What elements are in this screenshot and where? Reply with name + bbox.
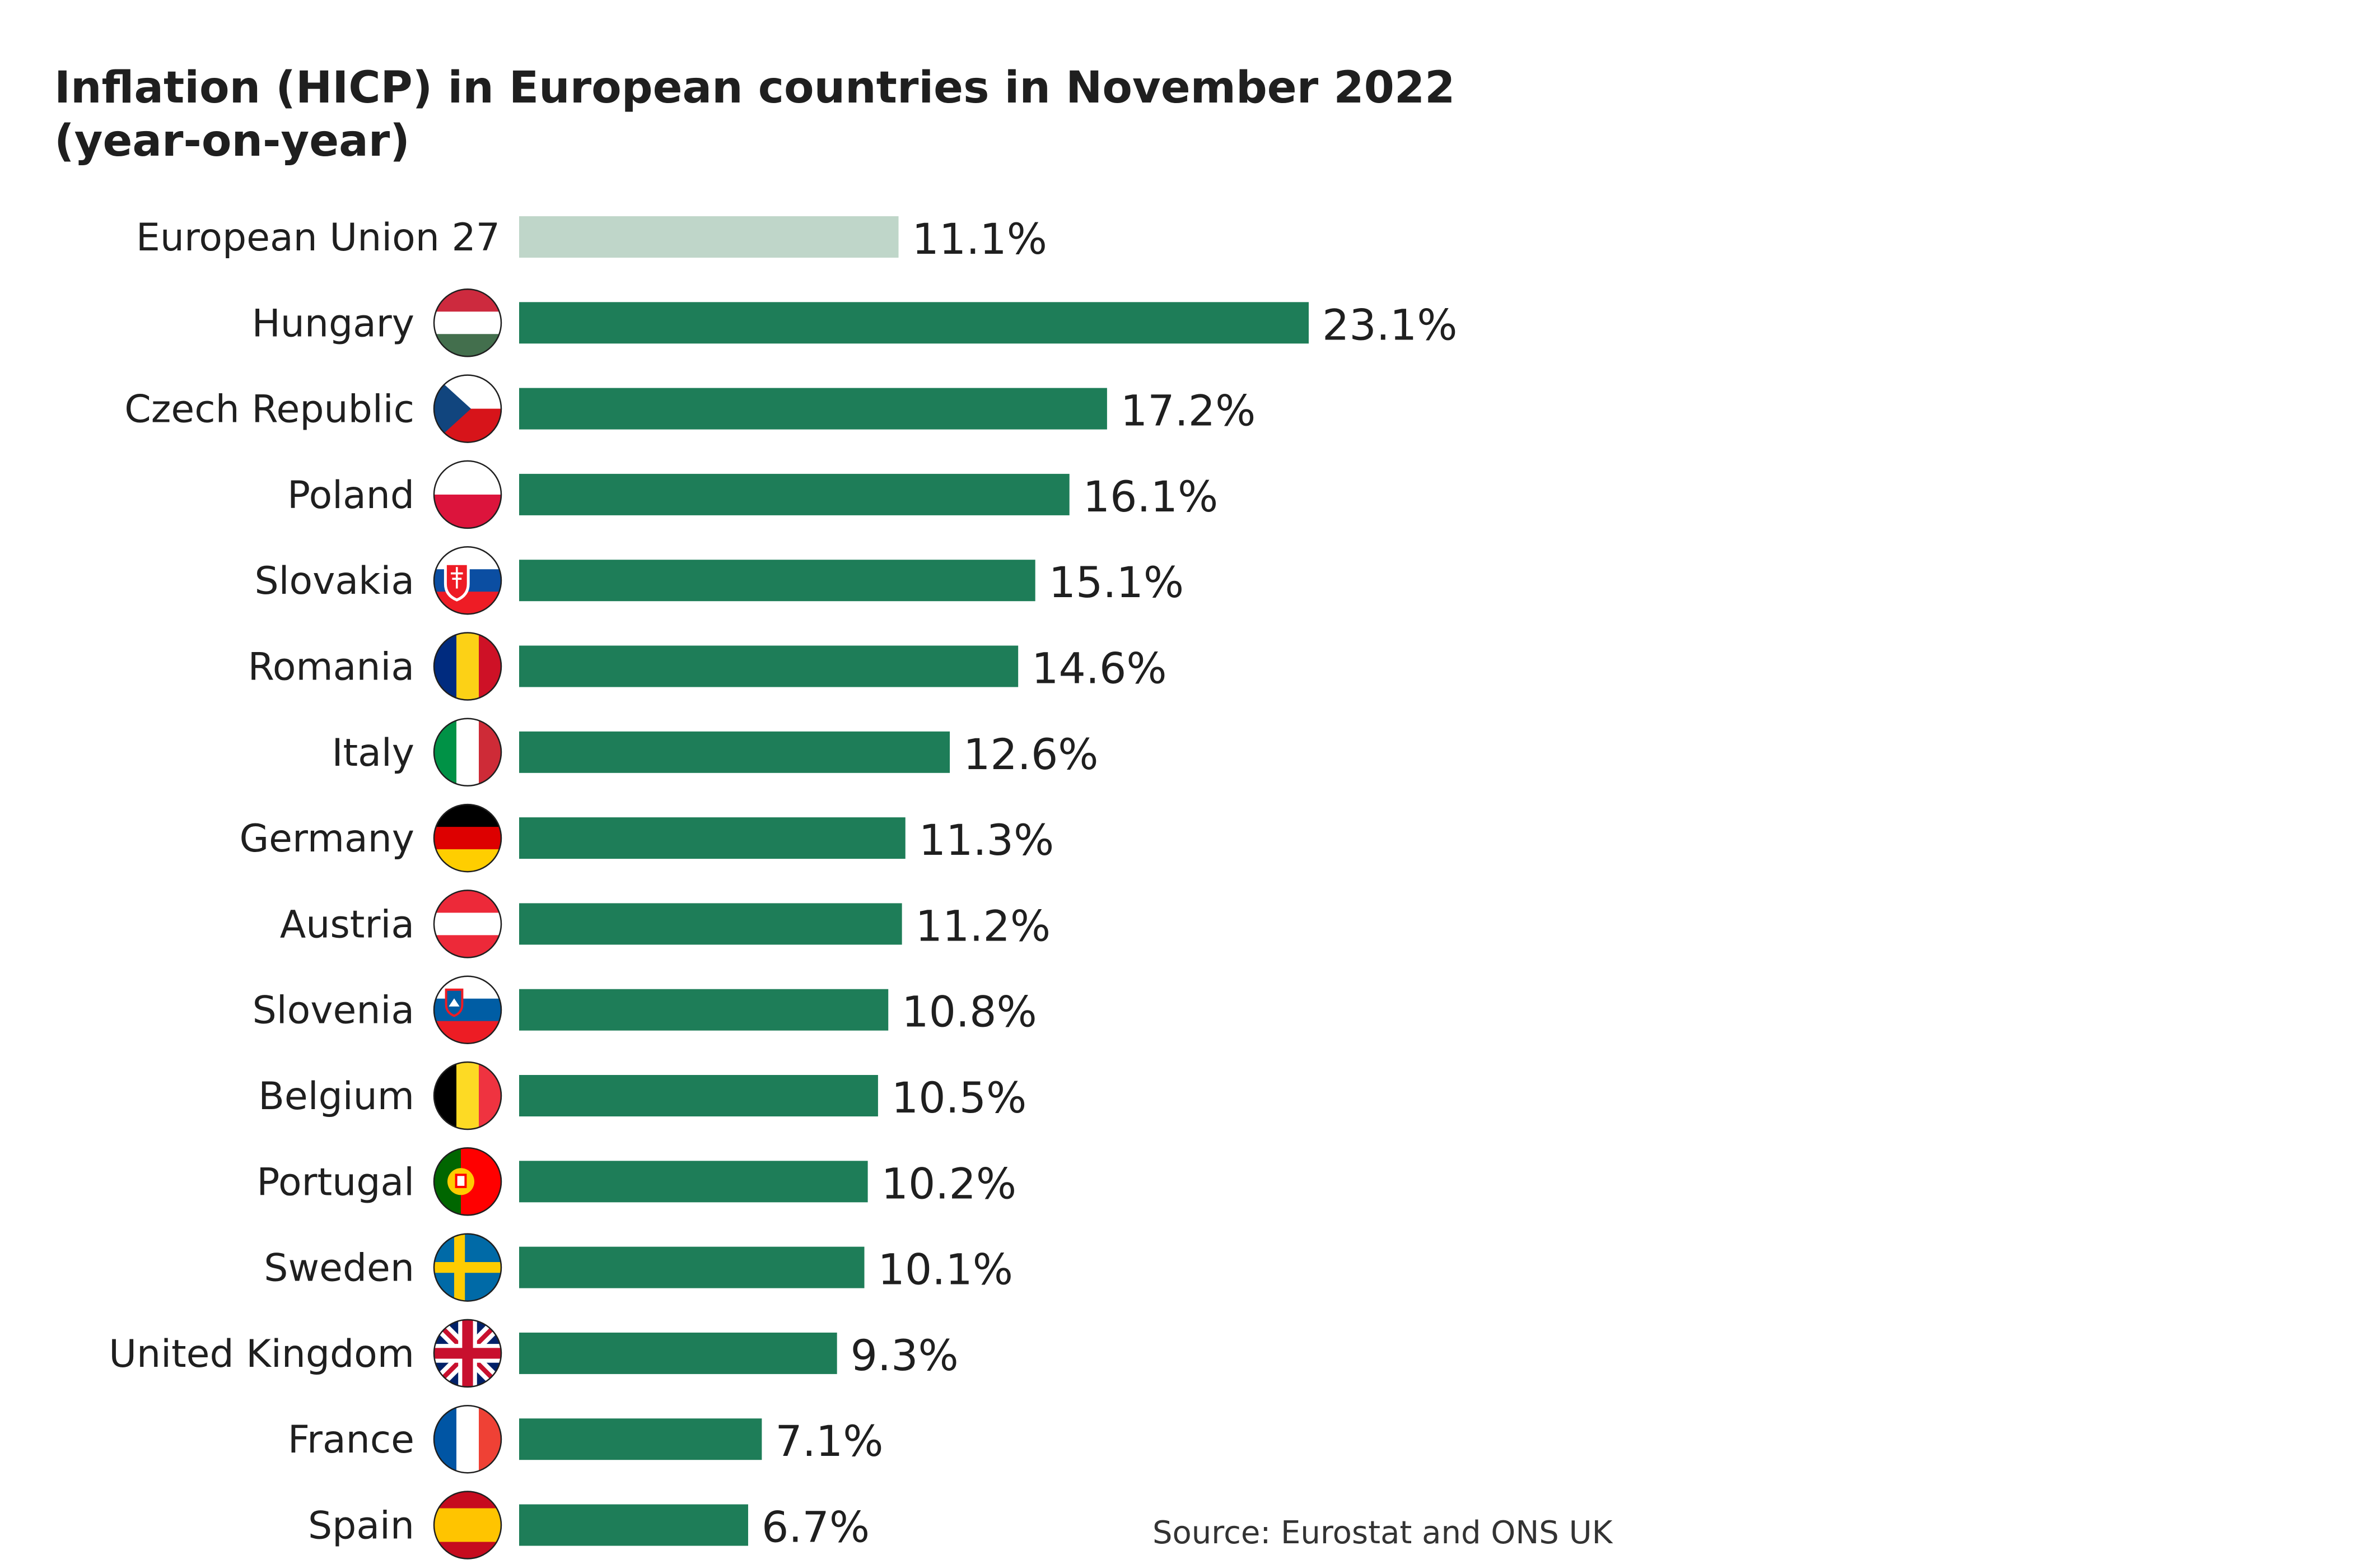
- category-label: Poland: [287, 473, 414, 518]
- category-label: Austria: [280, 902, 414, 947]
- bar-row-hungary: Hungary 23.1%: [252, 288, 1457, 357]
- value-label: 10.2%: [881, 1158, 1016, 1208]
- belgium-flag-icon: [433, 1061, 502, 1130]
- bar: [519, 1332, 837, 1374]
- hungary-flag-icon: [433, 288, 502, 357]
- bar: [519, 216, 899, 258]
- value-label: 23.1%: [1322, 300, 1457, 350]
- category-label: Slovenia: [253, 989, 414, 1033]
- bar: [519, 645, 1019, 687]
- category-label: France: [288, 1418, 414, 1462]
- category-label: Portugal: [256, 1160, 414, 1204]
- value-label: 6.7%: [762, 1502, 870, 1552]
- bar-row-united-kingdom: United Kingdom 9.3%: [109, 1319, 959, 1388]
- value-label: 9.3%: [851, 1330, 959, 1380]
- category-label: Sweden: [264, 1246, 414, 1291]
- bar-row-romania: Romania 14.6%: [248, 632, 1167, 701]
- bar: [519, 817, 906, 859]
- bar: [519, 560, 1035, 602]
- bar-row-european-union-27: European Union 27 11.1%: [136, 214, 1047, 264]
- sweden-flag-icon: [433, 1233, 502, 1302]
- bar: [519, 1075, 878, 1116]
- bar: [519, 1504, 748, 1546]
- bar-row-germany: Germany 11.3%: [239, 803, 1054, 873]
- bar-row-belgium: Belgium 10.5%: [258, 1061, 1026, 1130]
- bar: [519, 1161, 868, 1203]
- czech-republic-flag-icon: [433, 374, 502, 443]
- chart-subtitle: (year-on-year): [54, 116, 410, 166]
- bar-row-portugal: Portugal 10.2%: [256, 1147, 1016, 1216]
- value-label: 16.1%: [1083, 472, 1218, 522]
- france-flag-icon: [433, 1404, 502, 1474]
- value-label: 12.6%: [963, 729, 1098, 779]
- bar-row-slovenia: Slovenia 10.8%: [253, 975, 1037, 1044]
- romania-flag-icon: [433, 632, 502, 701]
- bar: [519, 473, 1070, 515]
- category-label: Belgium: [258, 1074, 414, 1119]
- bar: [519, 1246, 865, 1288]
- bar-row-italy: Italy 12.6%: [332, 718, 1099, 787]
- value-label: 17.2%: [1121, 386, 1256, 436]
- value-label: 11.3%: [919, 815, 1054, 865]
- category-label: European Union 27: [136, 216, 500, 260]
- bar-row-france: France 7.1%: [288, 1404, 883, 1474]
- value-label: 10.5%: [892, 1073, 1026, 1123]
- slovakia-flag-icon: [433, 546, 502, 615]
- bar-row-spain: Spain 6.7%: [308, 1491, 870, 1560]
- chart-rows: European Union 27 11.1% Hungary 23.1% Czech …: [109, 214, 1457, 1560]
- value-label: 11.1%: [912, 214, 1047, 264]
- category-label: Hungary: [252, 301, 414, 346]
- bar-row-poland: Poland 16.1%: [287, 460, 1218, 529]
- category-label: Romania: [248, 645, 414, 690]
- slovenia-flag-icon: [433, 975, 502, 1044]
- spain-flag-icon: [433, 1491, 502, 1560]
- value-label: 11.2%: [916, 901, 1051, 951]
- category-label: Italy: [332, 731, 414, 775]
- category-label: Spain: [308, 1504, 414, 1548]
- austria-flag-icon: [433, 890, 502, 958]
- bar: [519, 388, 1107, 430]
- portugal-flag-icon: [433, 1147, 502, 1216]
- bar: [519, 302, 1309, 344]
- bar: [519, 1418, 762, 1460]
- italy-flag-icon: [433, 718, 502, 787]
- category-label: United Kingdom: [109, 1332, 414, 1376]
- category-label: Czech Republic: [124, 388, 414, 432]
- source-note: Source: Eurostat and ONS UK: [1152, 1515, 1613, 1551]
- chart-title: Inflation (HICP) in European countries i…: [54, 63, 1455, 113]
- bar-row-sweden: Sweden 10.1%: [264, 1233, 1013, 1302]
- bar-row-slovakia: Slovakia 15.1%: [254, 546, 1184, 615]
- value-label: 15.1%: [1049, 557, 1184, 607]
- germany-flag-icon: [433, 803, 502, 873]
- category-label: Germany: [239, 817, 414, 861]
- value-label: 10.1%: [878, 1245, 1012, 1295]
- bar-row-czech-republic: Czech Republic 17.2%: [124, 374, 1256, 443]
- value-label: 14.6%: [1032, 644, 1166, 693]
- value-label: 10.8%: [902, 987, 1037, 1037]
- bar: [519, 731, 950, 773]
- united-kingdom-flag-icon: [433, 1319, 502, 1388]
- bar: [519, 989, 889, 1031]
- category-label: Slovakia: [254, 559, 414, 603]
- poland-flag-icon: [433, 460, 502, 529]
- bar: [519, 903, 902, 945]
- bar-row-austria: Austria 11.2%: [280, 890, 1051, 958]
- value-label: 7.1%: [775, 1416, 883, 1466]
